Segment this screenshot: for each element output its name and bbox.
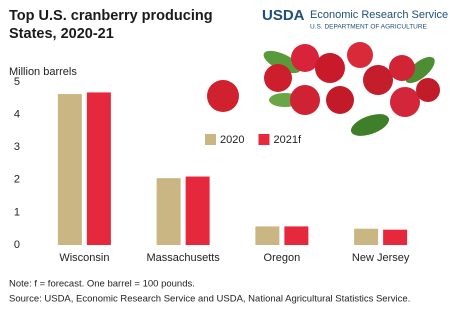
bar [255, 226, 280, 245]
bar [185, 176, 210, 245]
bar [156, 178, 181, 245]
legend-label: 2021f [273, 134, 301, 146]
cranberry-image [207, 42, 440, 136]
legend-label: 2020 [220, 134, 244, 146]
agency: Economic Research Service [310, 9, 448, 21]
y-tick-label: 2 [14, 174, 20, 186]
bar [86, 92, 111, 245]
bar [57, 94, 82, 245]
y-tick-label: 5 [14, 76, 20, 88]
bar [284, 226, 309, 245]
x-tick-label: New Jersey [352, 252, 410, 264]
legend-swatch [258, 134, 270, 145]
x-tick-label: Oregon [264, 252, 301, 264]
y-tick-label: 4 [14, 109, 20, 121]
x-tick-label: Wisconsin [59, 252, 109, 264]
chart-title: States, 2020-21 [9, 26, 114, 42]
legend-swatch [205, 134, 216, 145]
y-tick-label: 3 [14, 141, 20, 153]
logo-text: USDA [262, 7, 305, 24]
department: U.S. DEPARTMENT OF AGRICULTURE [310, 24, 428, 31]
note: Note: f = forecast. One barrel = 100 pou… [9, 279, 195, 290]
source: Source: USDA, Economic Research Service … [9, 294, 410, 305]
bar [354, 228, 379, 245]
bar [383, 229, 408, 245]
y-tick-label: 1 [14, 206, 20, 218]
logo: USDA Economic Research Service U.S. DEPA… [262, 7, 448, 31]
x-tick-label: Massachusetts [146, 252, 220, 264]
y-tick-label: 0 [14, 239, 20, 251]
chart-title: Top U.S. cranberry producing [9, 8, 213, 24]
y-axis-label: Million barrels [9, 66, 77, 78]
